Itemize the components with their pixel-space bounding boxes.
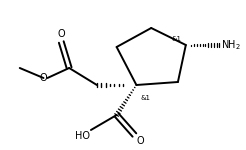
Text: HO: HO [75,131,90,141]
Text: O: O [136,136,144,146]
Text: NH$_2$: NH$_2$ [221,38,241,52]
Text: O: O [58,29,65,39]
Text: &1: &1 [172,36,182,42]
Text: O: O [40,73,47,83]
Text: &1: &1 [140,95,150,101]
